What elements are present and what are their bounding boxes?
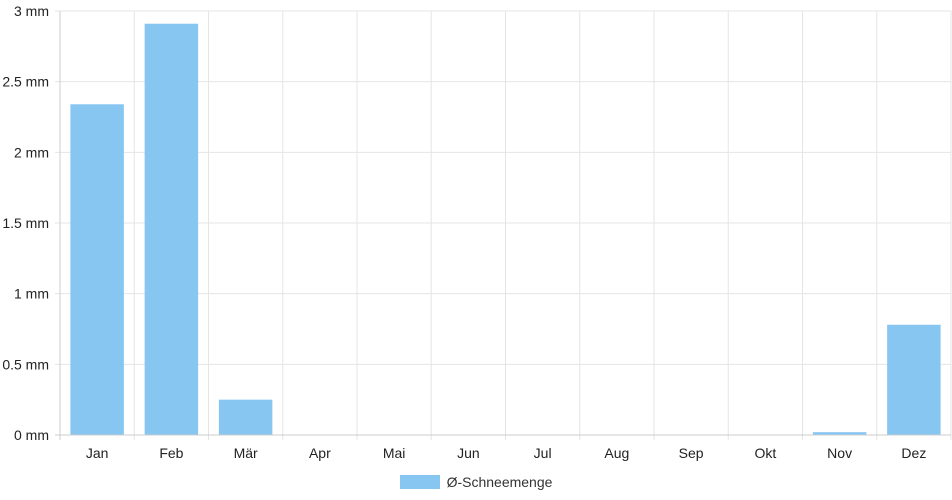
x-tick-label: Okt: [754, 445, 776, 461]
x-tick-label: Aug: [604, 445, 629, 461]
y-tick-label: 2 mm: [14, 144, 49, 160]
legend-swatch: [399, 475, 440, 489]
y-tick-label: 1 mm: [14, 286, 49, 302]
x-tick-label: Feb: [159, 445, 183, 461]
x-tick-label: Jul: [534, 445, 552, 461]
x-tick-label: Mär: [234, 445, 258, 461]
bar-jan[interactable]: [70, 104, 124, 435]
y-tick-label: 0 mm: [14, 427, 49, 443]
x-tick-label: Mai: [383, 445, 406, 461]
y-tick-label: 2.5 mm: [2, 74, 49, 90]
y-tick-label: 1.5 mm: [2, 215, 49, 231]
bars: [70, 23, 941, 435]
legend[interactable]: Ø-Schneemenge: [0, 471, 952, 493]
x-tick-label: Sep: [679, 445, 704, 461]
y-tick-label: 3 mm: [14, 3, 49, 19]
x-tick-label: Apr: [309, 445, 331, 461]
bar-nov[interactable]: [812, 432, 867, 435]
legend-label: Ø-Schneemenge: [446, 474, 553, 490]
bar-dez[interactable]: [887, 324, 941, 435]
bar-feb[interactable]: [144, 23, 199, 435]
y-tick-label: 0.5 mm: [2, 356, 49, 372]
x-tick-label: Jun: [457, 445, 480, 461]
x-tick-label: Nov: [827, 445, 852, 461]
x-tick-label: Jan: [86, 445, 109, 461]
x-tick-label: Dez: [901, 445, 926, 461]
bar-chart: 0 mm 0.5 mm 1 mm 1.5 mm 2 mm 2.5 mm 3 mm Jan Feb…: [2, 3, 952, 461]
grid-lines: [55, 10, 952, 440]
tick-labels: 0 mm 0.5 mm 1 mm 1.5 mm 2 mm 2.5 mm 3 mm Jan Feb…: [2, 3, 926, 461]
bar-mär[interactable]: [218, 399, 273, 435]
